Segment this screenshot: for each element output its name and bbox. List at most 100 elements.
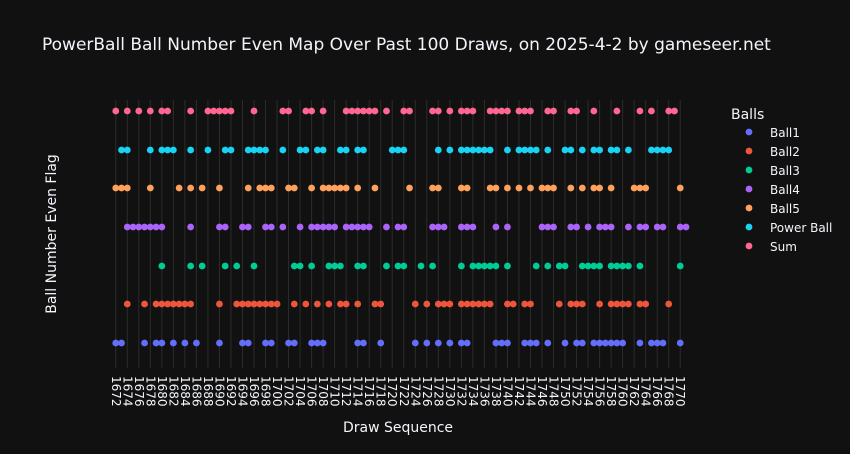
point-ball1	[607, 339, 615, 347]
point-ball5	[567, 184, 575, 192]
point-ball4	[365, 223, 373, 231]
point-ball5	[434, 184, 442, 192]
legend-label[interactable]: Ball4	[770, 183, 800, 197]
point-ball2	[440, 300, 448, 308]
legend-marker	[745, 242, 753, 250]
point-ball3	[158, 262, 166, 270]
legend-items[interactable]: Ball1 Ball2 Ball3 Ball4 Ball5 Power Ball Sum	[745, 126, 833, 254]
point-sum	[204, 107, 212, 115]
point-power-ball	[481, 146, 488, 154]
legend-label[interactable]: Sum	[770, 240, 797, 254]
point-ball5	[123, 184, 131, 192]
point-sum	[567, 107, 575, 115]
x-tick-label: 1764	[639, 376, 653, 407]
point-power-ball	[400, 146, 408, 154]
x-tick-label: 1710	[328, 376, 342, 407]
legend-label[interactable]: Power Ball	[770, 221, 832, 235]
point-sum	[216, 107, 223, 115]
legend-label[interactable]: Ball2	[770, 145, 800, 159]
point-ball3	[325, 262, 333, 270]
point-ball3	[187, 262, 195, 270]
point-ball4	[504, 223, 511, 231]
legend-marker	[745, 204, 753, 212]
legend-marker	[745, 185, 753, 193]
point-sum	[360, 107, 367, 115]
legend-label[interactable]: Ball5	[770, 202, 800, 216]
point-sum	[527, 107, 534, 115]
point-ball3	[636, 262, 644, 270]
x-tick-label: 1746	[535, 376, 549, 407]
point-ball1	[152, 339, 160, 347]
point-power-ball	[354, 146, 362, 154]
point-ball4	[360, 223, 367, 231]
point-ball4	[584, 223, 592, 231]
point-power-ball	[463, 146, 471, 154]
x-tick-label: 1714	[351, 376, 365, 407]
point-ball4	[135, 223, 143, 231]
point-power-ball	[146, 146, 154, 154]
point-sum	[146, 107, 154, 115]
point-ball5	[216, 184, 223, 192]
point-sum	[613, 107, 621, 115]
point-ball2	[446, 300, 454, 308]
point-ball2	[521, 300, 529, 308]
x-tick-label: 1716	[362, 376, 376, 407]
point-ball2	[578, 300, 586, 308]
point-ball4	[636, 223, 644, 231]
point-ball2	[607, 300, 615, 308]
point-ball5	[262, 184, 269, 192]
point-ball2	[325, 300, 333, 308]
legend-label[interactable]: Ball3	[770, 164, 800, 178]
x-tick-label: 1760	[616, 376, 630, 407]
point-ball1	[285, 339, 292, 347]
x-tick-label: 1754	[581, 376, 595, 407]
point-sum	[665, 107, 673, 115]
x-tick-label: 1752	[570, 376, 584, 407]
point-power-ball	[302, 146, 310, 154]
point-ball2	[342, 300, 350, 308]
point-sum	[429, 107, 436, 115]
point-ball5	[406, 184, 413, 192]
point-sum	[123, 107, 131, 115]
point-ball2	[313, 300, 321, 308]
point-ball5	[146, 184, 154, 192]
point-sum	[112, 107, 120, 115]
point-ball3	[354, 262, 362, 270]
point-ball5	[290, 184, 298, 192]
point-ball3	[561, 262, 569, 270]
point-ball1	[244, 339, 252, 347]
point-sum	[498, 107, 506, 115]
point-ball1	[504, 339, 511, 347]
grid-lines	[115, 100, 681, 368]
legend-title: Balls	[731, 107, 764, 123]
point-ball2	[337, 300, 344, 308]
x-tick-label: 1758	[604, 376, 618, 407]
point-ball3	[400, 262, 408, 270]
x-tick-label: 1700	[270, 376, 284, 407]
point-ball5	[492, 184, 500, 192]
point-ball3	[613, 262, 621, 270]
point-power-ball	[567, 146, 575, 154]
point-ball5	[342, 184, 350, 192]
point-sum	[515, 107, 523, 115]
point-sum	[636, 107, 644, 115]
x-tick-label: 1744	[523, 376, 537, 407]
x-tick-label: 1740	[500, 376, 514, 407]
chart-title: PowerBall Ball Number Even Map Over Past…	[42, 35, 771, 55]
x-tick-label: 1756	[593, 376, 607, 407]
legend[interactable]: Balls Ball1 Ball2 Ball3 Ball4 Ball5 Power Bal…	[731, 107, 832, 254]
x-tick-label: 1712	[339, 376, 353, 407]
x-tick-label: 1770	[673, 376, 687, 407]
legend-label[interactable]: Ball1	[770, 126, 800, 140]
point-sum	[544, 107, 552, 115]
point-power-ball	[158, 146, 166, 154]
x-tick-label: 1742	[512, 376, 526, 407]
point-ball1	[573, 339, 580, 347]
point-power-ball	[227, 146, 235, 154]
point-ball1	[377, 339, 385, 347]
point-power-ball	[434, 146, 442, 154]
point-ball3	[475, 262, 483, 270]
x-tick-label: 1674	[120, 376, 134, 407]
point-power-ball	[469, 146, 477, 154]
point-power-ball	[337, 146, 344, 154]
